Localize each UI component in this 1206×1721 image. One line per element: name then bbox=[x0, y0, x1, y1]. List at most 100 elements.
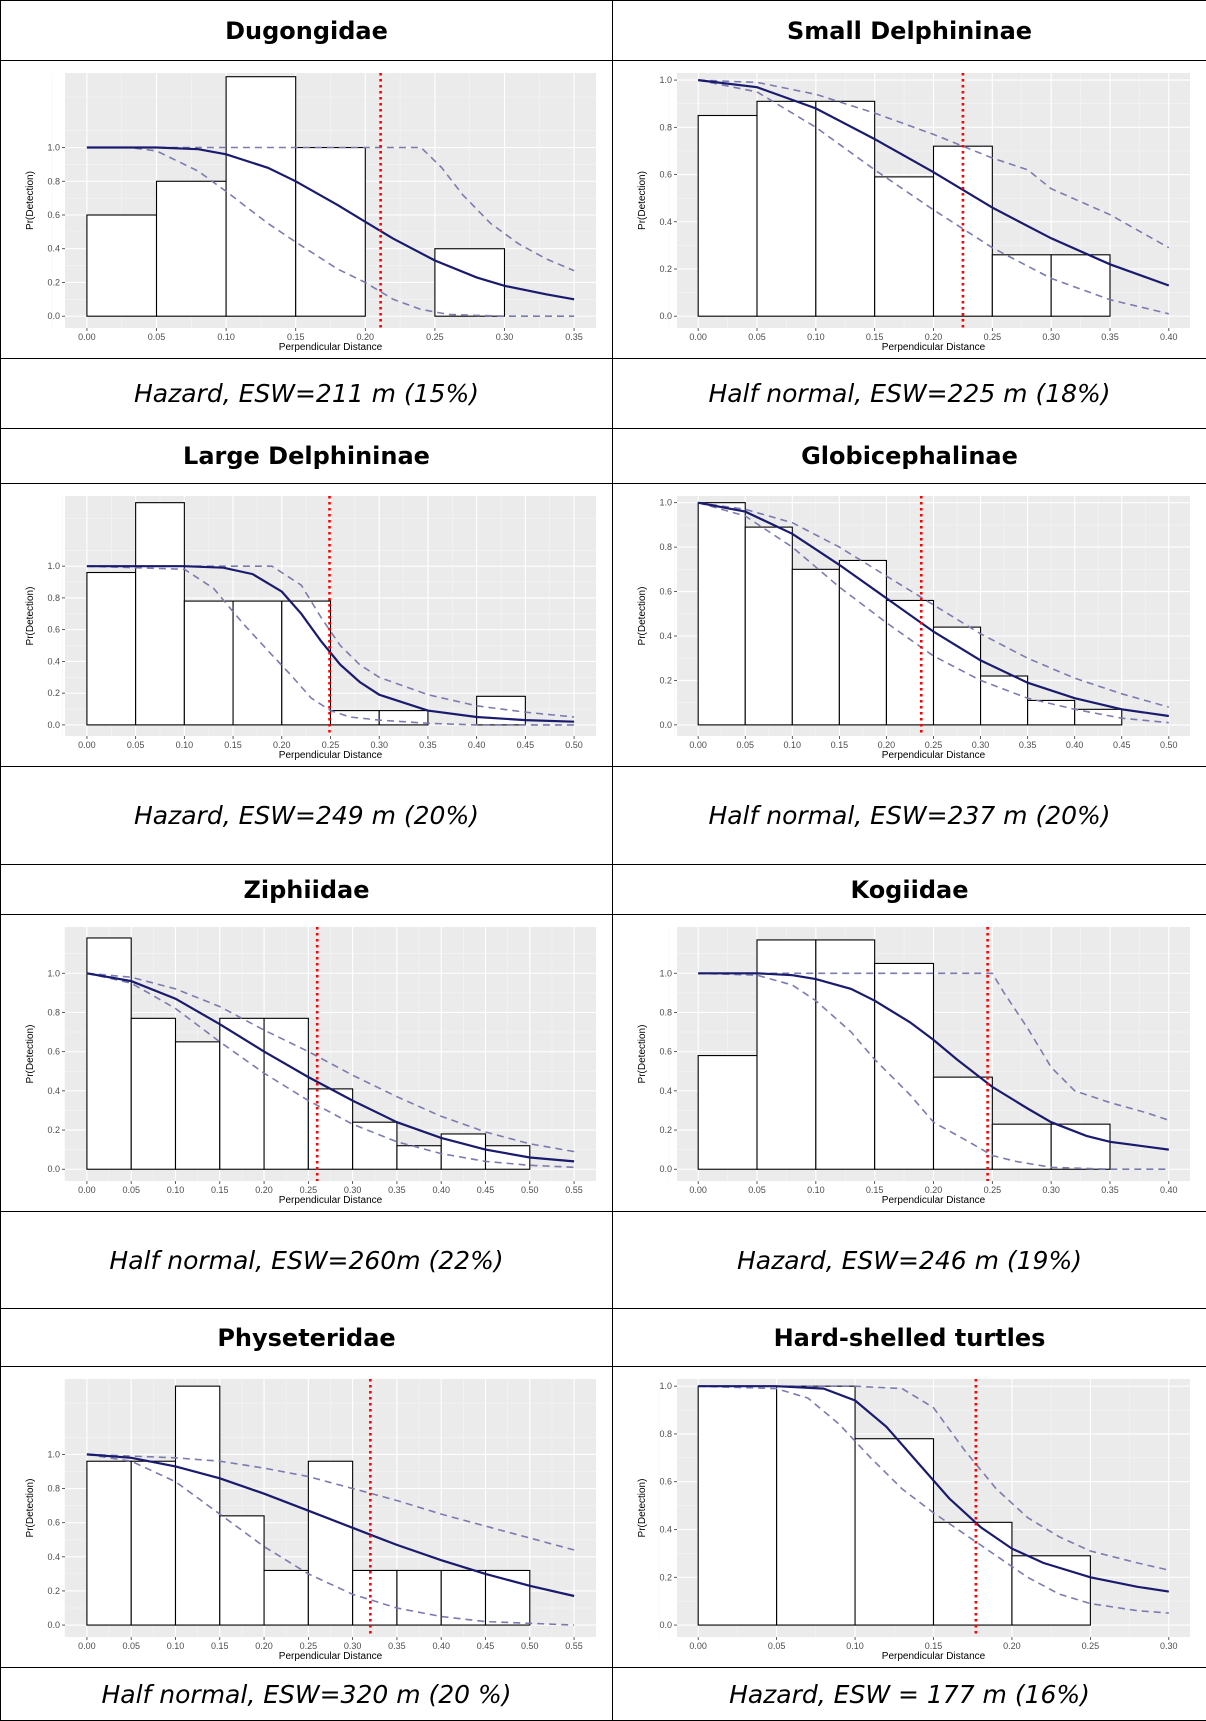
x-tick-label: 0.35 bbox=[419, 740, 437, 750]
x-tick-label: 0.10 bbox=[807, 1185, 825, 1195]
y-tick-label: 1.0 bbox=[47, 1449, 60, 1459]
x-tick-label: 0.50 bbox=[521, 1185, 539, 1195]
plot-area bbox=[669, 73, 1190, 328]
plot-area bbox=[63, 496, 596, 736]
histogram-bar-8 bbox=[397, 1146, 441, 1170]
y-tick-label: 0.8 bbox=[47, 1484, 60, 1494]
x-tick-label: 0.40 bbox=[432, 1185, 450, 1195]
x-tick-label: 0.25 bbox=[322, 740, 340, 750]
x-tick-label: 0.10 bbox=[217, 332, 235, 342]
y-tick-label: 1.0 bbox=[47, 561, 60, 571]
x-tick-label: 0.45 bbox=[1113, 740, 1131, 750]
histogram-bar-4 bbox=[220, 1516, 264, 1625]
y-tick-label: 0.6 bbox=[659, 1047, 672, 1057]
x-tick-label: 0.00 bbox=[78, 1185, 96, 1195]
y-tick-label: 0.2 bbox=[659, 675, 672, 685]
histogram-bar-5 bbox=[264, 1018, 308, 1169]
panel-title-small-delphininae: Small Delphininae bbox=[613, 1, 1206, 61]
histogram-bar-7 bbox=[1051, 255, 1110, 316]
histogram-bar-7 bbox=[353, 1122, 397, 1169]
x-tick-label: 0.05 bbox=[127, 740, 145, 750]
x-tick-label: 0.05 bbox=[748, 1185, 766, 1195]
histogram-bar-2 bbox=[757, 101, 816, 316]
histogram-bar-10 bbox=[486, 1570, 530, 1625]
x-tick-label: 0.05 bbox=[148, 332, 166, 342]
caption-large-delphininae: Hazard, ESW=249 m (20%) bbox=[1, 767, 613, 865]
histogram-bar-4 bbox=[934, 1522, 1012, 1625]
histogram-bar-5 bbox=[934, 1077, 993, 1169]
x-tick-label: 0.55 bbox=[565, 1641, 583, 1651]
x-tick-label: 0.05 bbox=[122, 1641, 140, 1651]
x-tick-label: 0.05 bbox=[748, 332, 766, 342]
y-tick-label: 0.0 bbox=[47, 720, 60, 730]
x-tick-label: 0.10 bbox=[784, 740, 802, 750]
panel-title-globicephalinae: Globicephalinae bbox=[613, 429, 1206, 484]
histogram-bar-4 bbox=[296, 148, 366, 317]
y-tick-label: 0.2 bbox=[659, 1572, 672, 1582]
y-tick-label: 0.8 bbox=[47, 593, 60, 603]
histogram-bar-1 bbox=[87, 938, 131, 1169]
y-tick-label: 0.6 bbox=[47, 210, 60, 220]
plot-area bbox=[659, 1379, 1190, 1637]
histogram-bar-1 bbox=[698, 1056, 757, 1170]
x-tick-label: 0.25 bbox=[984, 332, 1002, 342]
y-tick-label: 0.8 bbox=[47, 1007, 60, 1017]
caption-globicephalinae: Half normal, ESW=237 m (20%) bbox=[613, 767, 1206, 865]
x-tick-label: 0.35 bbox=[388, 1641, 406, 1651]
x-axis-label: Perpendicular Distance bbox=[882, 750, 986, 761]
panel-title-hard-shelled-turtles: Hard-shelled turtles bbox=[613, 1309, 1206, 1367]
x-axis-label: Perpendicular Distance bbox=[882, 1651, 986, 1662]
histogram-bar-4 bbox=[839, 560, 886, 724]
x-tick-label: 0.40 bbox=[432, 1641, 450, 1651]
y-tick-label: 0.4 bbox=[47, 1086, 60, 1096]
x-tick-label: 0.20 bbox=[255, 1185, 273, 1195]
histogram-bar-5 bbox=[886, 600, 933, 724]
y-tick-label: 0.2 bbox=[659, 1125, 672, 1135]
x-tick-label: 0.30 bbox=[344, 1185, 362, 1195]
y-tick-label: 0.4 bbox=[659, 1086, 672, 1096]
x-tick-label: 0.20 bbox=[878, 740, 896, 750]
x-tick-label: 0.20 bbox=[925, 332, 943, 342]
x-tick-label: 0.00 bbox=[78, 332, 96, 342]
x-tick-label: 0.30 bbox=[344, 1641, 362, 1651]
y-tick-label: 0.6 bbox=[659, 587, 672, 597]
x-tick-label: 0.40 bbox=[1160, 1185, 1178, 1195]
histogram-bar-3 bbox=[184, 601, 233, 725]
x-tick-label: 0.45 bbox=[517, 740, 535, 750]
histogram-bar-7 bbox=[981, 676, 1028, 725]
x-tick-label: 0.50 bbox=[521, 1641, 539, 1651]
y-axis-label: Pr(Detection) bbox=[25, 1025, 36, 1084]
histogram-bar-6 bbox=[308, 1461, 352, 1625]
y-tick-label: 0.6 bbox=[659, 1477, 672, 1487]
x-tick-label: 0.00 bbox=[689, 332, 707, 342]
x-tick-label: 0.15 bbox=[224, 740, 242, 750]
x-tick-label: 0.30 bbox=[1042, 332, 1060, 342]
x-tick-label: 0.30 bbox=[972, 740, 990, 750]
histogram-bar-1 bbox=[87, 215, 157, 316]
histogram-bar-10 bbox=[486, 1146, 530, 1170]
y-tick-label: 0.0 bbox=[659, 1620, 672, 1630]
x-tick-label: 0.00 bbox=[689, 1185, 707, 1195]
y-axis-label: Pr(Detection) bbox=[637, 171, 648, 230]
x-tick-label: 0.30 bbox=[1160, 1641, 1178, 1651]
x-tick-label: 0.05 bbox=[122, 1185, 140, 1195]
panel-title-large-delphininae: Large Delphininae bbox=[1, 429, 613, 484]
x-tick-label: 0.35 bbox=[1101, 1185, 1119, 1195]
histogram-bar-5 bbox=[264, 1570, 308, 1625]
y-tick-label: 0.2 bbox=[47, 688, 60, 698]
y-tick-label: 0.4 bbox=[47, 656, 60, 666]
x-tick-label: 0.15 bbox=[925, 1641, 943, 1651]
plot-area bbox=[65, 1379, 596, 1637]
y-axis-label: Pr(Detection) bbox=[25, 587, 36, 646]
y-tick-label: 0.6 bbox=[47, 1047, 60, 1057]
y-axis-label: Pr(Detection) bbox=[25, 1479, 36, 1538]
